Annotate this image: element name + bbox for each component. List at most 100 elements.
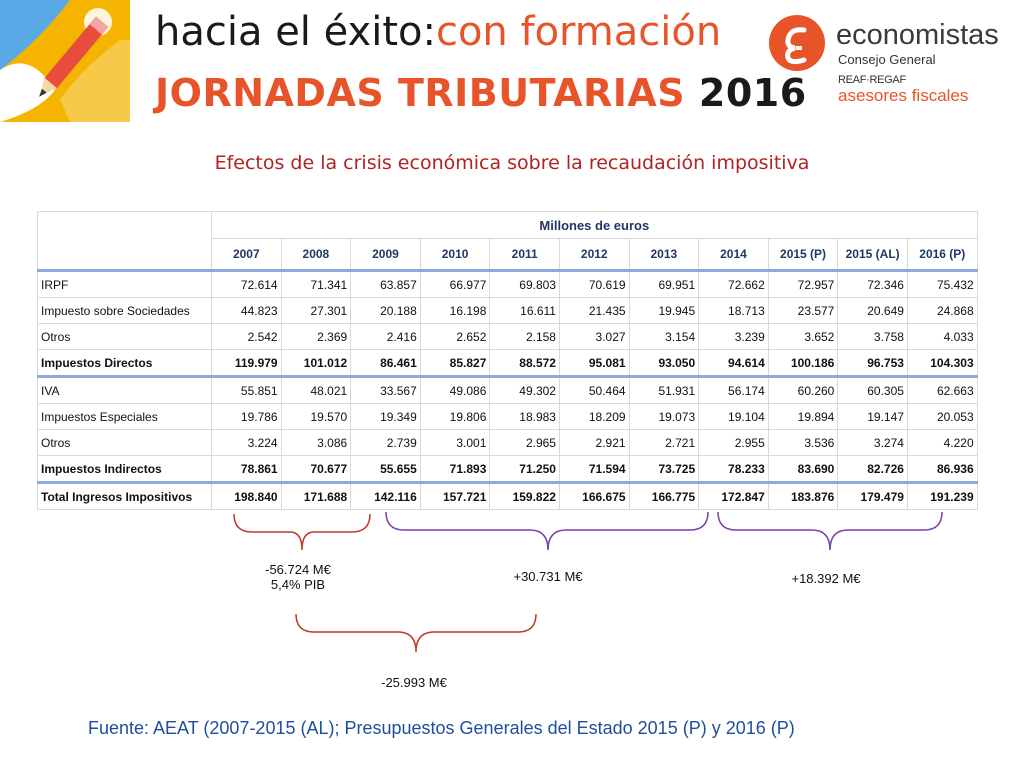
table-row: Otros 3.224 3.086 2.739 3.001 2.965 2.921 2.721…	[37, 429, 978, 456]
table-cell: 66.977	[419, 270, 491, 298]
table-row: IVA 55.851 48.021 33.567 49.086 49.302 50.464 5…	[37, 376, 978, 404]
table-cell: 72.346	[837, 270, 908, 298]
tagline-part-2: con formación	[435, 9, 722, 55]
table-cell: 71.250	[489, 455, 560, 484]
table-cell: 20.053	[906, 403, 978, 430]
table-cell: 2.739	[350, 429, 421, 456]
table-cell: 71.594	[558, 455, 630, 484]
table-cell: 142.116	[350, 482, 421, 510]
table-cell: 19.570	[280, 403, 352, 430]
year-header: 2013	[628, 238, 700, 272]
table-cell: 179.479	[837, 482, 908, 510]
year-header-row: 2007 2008 2009 2010 2011 2012 2013 2014 2015 (P)…	[38, 238, 978, 272]
year-header: 2009	[350, 238, 421, 272]
row-label: Impuestos Directos	[37, 349, 212, 378]
year-header: 2011	[489, 238, 560, 272]
table-cell: 33.567	[350, 376, 421, 404]
annotation-2009-2014: +30.731 M€	[513, 569, 583, 584]
table-row: Total Ingresos Impositivos 198.840 171.688…	[37, 482, 978, 510]
table-cell: 3.652	[767, 323, 839, 350]
brand-reaf: REAF·REGAF	[838, 74, 906, 86]
table-cell: 2.416	[350, 323, 421, 350]
brand-name: economistas	[836, 19, 999, 51]
table-cell: 21.435	[558, 297, 630, 324]
table-cell: 72.957	[767, 270, 839, 298]
table-cell: 48.021	[280, 376, 352, 404]
table-cell: 2.955	[698, 429, 769, 456]
table-cell: 95.081	[558, 349, 630, 378]
table-body: IRPF 72.614 71.341 63.857 66.977 69.803 70.619…	[37, 270, 978, 510]
table-cell: 49.302	[489, 376, 560, 404]
table-cell: 119.979	[211, 349, 282, 378]
table-cell: 19.073	[628, 403, 700, 430]
table-cell: 3.274	[837, 429, 908, 456]
table-cell: 3.758	[837, 323, 908, 350]
table-cell: 2.965	[489, 429, 560, 456]
table-cell: 96.753	[837, 349, 908, 378]
table-cell: 191.239	[906, 482, 978, 510]
table-cell: 24.868	[906, 297, 978, 324]
event-logo-illustration	[0, 0, 130, 122]
row-label: Total Ingresos Impositivos	[37, 482, 212, 510]
units-header: Millones de euros	[211, 211, 978, 239]
table-row: Impuestos Directos 119.979 101.012 86.461 85…	[37, 349, 978, 378]
table-cell: 49.086	[419, 376, 491, 404]
source-note: Fuente: AEAT (2007-2015 (AL); Presupuest…	[88, 718, 795, 738]
table-cell: 88.572	[489, 349, 560, 378]
bracket-2007-2009	[233, 513, 371, 551]
event-title-text: JORNADAS TRIBUTARIAS	[155, 71, 686, 115]
page-title: Efectos de la crisis económica sobre la …	[214, 152, 810, 174]
table-cell: 4.033	[906, 323, 978, 350]
table-cell: 56.174	[698, 376, 769, 404]
event-title: JORNADAS TRIBUTARIAS 2016	[155, 68, 807, 118]
table-cell: 44.823	[211, 297, 282, 324]
pencil-rocket-icon	[0, 0, 130, 122]
header-tagline: hacia el éxito:con formación	[155, 6, 721, 58]
annotation-2007-2009: -56.724 M€ 5,4% PIB	[258, 562, 338, 592]
table-cell: 2.158	[489, 323, 560, 350]
table-cell: 19.104	[698, 403, 769, 430]
annotation-2014-2016: +18.392 M€	[791, 571, 861, 586]
tagline-part-1: hacia el éxito:	[155, 9, 436, 55]
table-cell: 3.086	[280, 429, 352, 456]
row-label: Impuestos Especiales	[37, 403, 212, 430]
row-label: IRPF	[37, 270, 212, 298]
table-cell: 70.677	[280, 455, 352, 484]
year-header: 2015 (P)	[767, 238, 839, 272]
table-cell: 20.649	[837, 297, 908, 324]
table-corner	[37, 211, 212, 272]
table-cell: 16.198	[419, 297, 491, 324]
table-cell: 104.303	[906, 349, 978, 378]
table-cell: 3.239	[698, 323, 769, 350]
table-cell: 19.147	[837, 403, 908, 430]
year-header: 2007	[211, 238, 282, 272]
table-cell: 70.619	[558, 270, 630, 298]
table-cell: 2.721	[628, 429, 700, 456]
table-cell: 19.894	[767, 403, 839, 430]
table-cell: 72.662	[698, 270, 769, 298]
brand-asesores: asesores fiscales	[838, 86, 969, 105]
table-cell: 19.786	[211, 403, 282, 430]
table-cell: 19.349	[350, 403, 421, 430]
annotation-2008-2012: -25.993 M€	[381, 675, 447, 690]
year-header: 2016 (P)	[906, 238, 978, 272]
table-cell: 19.945	[628, 297, 700, 324]
table-cell: 3.224	[211, 429, 282, 456]
table-cell: 20.188	[350, 297, 421, 324]
bracket-2014-2016	[717, 511, 943, 551]
row-label: Impuesto sobre Sociedades	[37, 297, 212, 324]
table-cell: 166.675	[558, 482, 630, 510]
annotation-2007-2009-amount: -56.724 M€	[265, 562, 331, 577]
table-cell: 78.861	[211, 455, 282, 484]
table-cell: 63.857	[350, 270, 421, 298]
table-cell: 86.461	[350, 349, 421, 378]
year-header: 2008	[280, 238, 352, 272]
table-cell: 3.154	[628, 323, 700, 350]
table-cell: 75.432	[906, 270, 978, 298]
year-header: 2015 (AL)	[837, 238, 908, 272]
row-label: Otros	[37, 429, 212, 456]
table-cell: 93.050	[628, 349, 700, 378]
table-cell: 85.827	[419, 349, 491, 378]
table-cell: 71.341	[280, 270, 352, 298]
table-cell: 100.186	[767, 349, 839, 378]
